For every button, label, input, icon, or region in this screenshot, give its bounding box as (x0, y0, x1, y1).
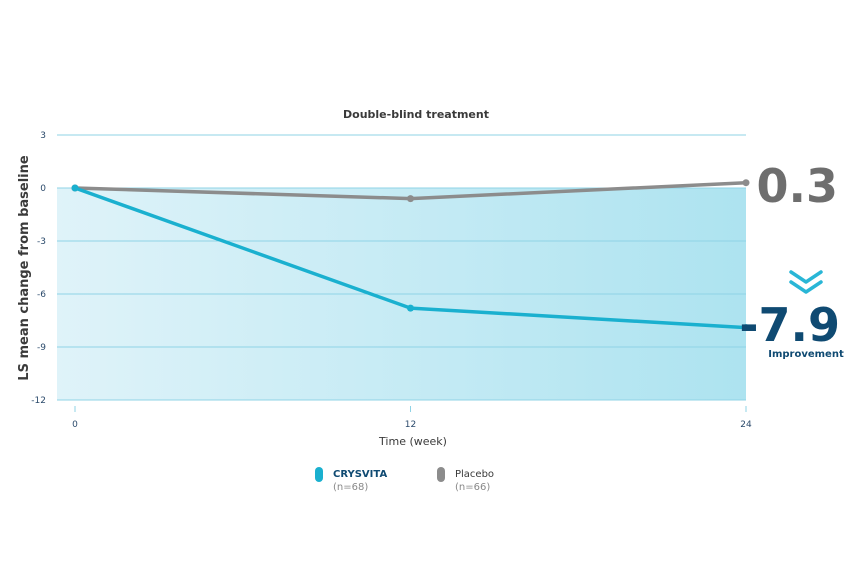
y-tick-label: 0 (40, 184, 46, 194)
data-point-crysvita (71, 184, 79, 192)
legend-label-placebo: Placebo (455, 469, 494, 480)
crysvita-value-annotation: -7.9 (739, 298, 840, 352)
placebo-value-annotation: 0.3 (757, 159, 839, 213)
series-lines (71, 179, 750, 332)
y-axis-ticks: 3 0 -3 -6 -9 -12 (31, 131, 46, 406)
data-point-placebo (407, 195, 414, 203)
x-tick-label: 0 (72, 420, 78, 430)
data-point-crysvita (742, 324, 750, 332)
x-tick-label: 12 (405, 420, 416, 430)
y-tick-label: -6 (37, 290, 46, 300)
improvement-label: Improvement (768, 349, 844, 360)
legend: CRYSVITA (n=68) Placebo (n=66) (315, 467, 494, 493)
y-tick-label: -3 (37, 237, 46, 247)
legend-swatch-crysvita (315, 467, 323, 482)
chevron-down-icon (789, 270, 823, 294)
y-tick-label: 3 (40, 131, 46, 141)
x-axis-label: Time (week) (378, 435, 447, 448)
x-tick-label: 24 (740, 420, 752, 430)
x-axis-ticks: 0 12 24 (72, 406, 752, 430)
legend-swatch-placebo (437, 467, 445, 482)
legend-n-placebo: (n=66) (455, 482, 490, 493)
y-tick-label: -12 (31, 396, 46, 406)
legend-item-crysvita: CRYSVITA (n=68) (315, 467, 387, 493)
legend-item-placebo: Placebo (n=66) (437, 467, 494, 493)
data-point-placebo (742, 179, 750, 187)
data-point-crysvita (407, 304, 414, 312)
gridlines (57, 134, 746, 401)
legend-label-crysvita: CRYSVITA (333, 469, 387, 480)
chart-title: Double-blind treatment (343, 108, 489, 121)
y-axis-label: LS mean change from baseline (17, 155, 32, 381)
y-tick-label: -9 (37, 343, 46, 353)
legend-n-crysvita: (n=68) (333, 482, 368, 493)
